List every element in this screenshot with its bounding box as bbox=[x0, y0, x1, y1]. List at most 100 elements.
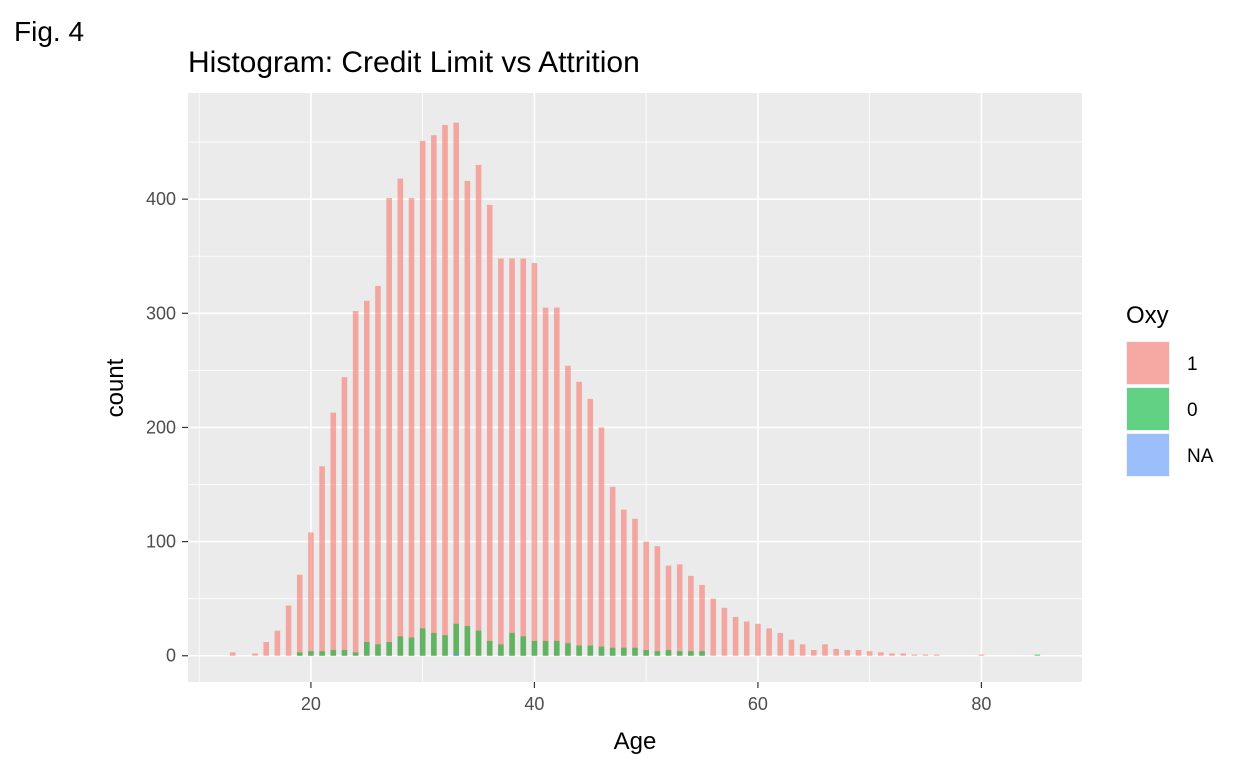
y-tick-label: 200 bbox=[146, 417, 176, 437]
bar-series-1 bbox=[531, 263, 538, 656]
y-axis-tick-labels: 0 100 200 300 400 bbox=[146, 189, 176, 666]
bar-series-0 bbox=[643, 650, 649, 656]
legend-key-swatch bbox=[1127, 342, 1169, 384]
bar-series-1 bbox=[665, 565, 672, 656]
bar-series-1 bbox=[811, 650, 817, 656]
legend-title: Oxy bbox=[1126, 302, 1169, 329]
x-axis-tick-labels: 20 40 60 80 bbox=[301, 694, 992, 714]
bar-series-1 bbox=[755, 623, 761, 656]
bar-series-1 bbox=[900, 653, 906, 656]
bar-series-0 bbox=[498, 644, 504, 656]
bar-series-0 bbox=[665, 650, 672, 656]
bar-series-1 bbox=[788, 639, 795, 656]
bar-series-0 bbox=[431, 632, 437, 656]
legend-label: 1 bbox=[1187, 354, 1198, 375]
bar-series-0 bbox=[520, 636, 527, 656]
minor-gridlines bbox=[188, 93, 1082, 682]
bar-series-0 bbox=[553, 640, 560, 656]
bar-series-1 bbox=[889, 653, 895, 656]
bar-series-0 bbox=[352, 652, 359, 656]
bar-series-1 bbox=[766, 628, 772, 656]
bar-series-1 bbox=[375, 285, 381, 656]
bar-series-0 bbox=[509, 632, 515, 656]
x-tick-label: 80 bbox=[971, 694, 991, 714]
bar-series-1 bbox=[263, 642, 270, 656]
bar-series-0 bbox=[308, 651, 314, 656]
bar-series-0 bbox=[654, 651, 661, 656]
bar-series-0 bbox=[621, 647, 627, 656]
bar-series-1 bbox=[498, 258, 504, 656]
bar-series-1 bbox=[364, 300, 370, 656]
bar-series-1 bbox=[442, 124, 448, 656]
legend-key-swatch bbox=[1127, 388, 1169, 430]
bar-series-1 bbox=[822, 644, 828, 656]
bar-series-1 bbox=[710, 598, 717, 656]
bar-series-1 bbox=[878, 652, 884, 656]
bar-series-NA bbox=[453, 653, 459, 656]
legend-key-swatch bbox=[1127, 434, 1169, 476]
bar-series-0 bbox=[587, 645, 594, 656]
bar-series-0 bbox=[408, 637, 415, 656]
bar-series-1 bbox=[978, 654, 985, 656]
bar-series-1 bbox=[285, 605, 292, 656]
bar-series-1 bbox=[565, 365, 571, 656]
bar-series-1 bbox=[654, 546, 661, 656]
bar-series-1 bbox=[252, 653, 258, 656]
bar-series-1 bbox=[509, 258, 515, 656]
bar-series-0 bbox=[1034, 654, 1041, 656]
bar-series-1 bbox=[743, 621, 750, 656]
bar-series-1 bbox=[855, 650, 862, 656]
bar-series-0 bbox=[375, 644, 381, 656]
bar-series-1 bbox=[486, 204, 493, 656]
bar-series-1 bbox=[319, 466, 325, 656]
bar-series-1 bbox=[464, 180, 471, 656]
bar-series-1 bbox=[542, 307, 549, 656]
bar-series-0 bbox=[531, 640, 538, 656]
bar-series-1 bbox=[922, 654, 929, 656]
bar-series-1 bbox=[699, 584, 705, 656]
bar-series-1 bbox=[341, 377, 348, 656]
bar-series-1 bbox=[777, 632, 784, 656]
bar-series-1 bbox=[386, 198, 392, 656]
bar-series-0 bbox=[475, 630, 482, 656]
x-tick-label: 20 bbox=[301, 694, 321, 714]
bar-series-0 bbox=[397, 636, 404, 656]
bar-series-1 bbox=[632, 518, 638, 656]
bar-series-0 bbox=[576, 645, 582, 656]
bar-series-1 bbox=[911, 654, 918, 656]
figure-label: Fig. 4 bbox=[14, 16, 85, 47]
bar-series-1 bbox=[844, 650, 851, 656]
bar-series-0 bbox=[453, 623, 459, 656]
bar-series-1 bbox=[721, 607, 728, 656]
bar-series-0 bbox=[565, 643, 571, 656]
bar-series-0 bbox=[598, 646, 605, 656]
bar-series-1 bbox=[397, 178, 404, 656]
bar-series-1 bbox=[308, 532, 314, 656]
bar-series-1 bbox=[419, 140, 426, 656]
bar-series-0 bbox=[542, 640, 549, 656]
legend-label: NA bbox=[1187, 446, 1214, 467]
bar-series-1 bbox=[621, 509, 627, 656]
x-tick-label: 60 bbox=[748, 694, 768, 714]
bar-series-1 bbox=[553, 307, 560, 656]
bar-series-1 bbox=[274, 630, 281, 656]
bar-series-1 bbox=[576, 381, 582, 656]
bar-series-1 bbox=[296, 574, 303, 656]
bar-series-0 bbox=[486, 640, 493, 656]
legend-label: 0 bbox=[1187, 400, 1198, 421]
legend: Oxy 1 0 NA bbox=[1126, 302, 1214, 477]
bar-series-0 bbox=[330, 650, 337, 656]
bar-series-1 bbox=[866, 651, 873, 656]
bar-series-0 bbox=[676, 651, 683, 656]
bar-series-1 bbox=[688, 575, 694, 656]
bar-series-1 bbox=[643, 541, 649, 656]
bar-series-1 bbox=[408, 198, 415, 656]
bar-series-0 bbox=[296, 652, 303, 656]
bar-series-0 bbox=[632, 647, 638, 656]
bar-series-1 bbox=[330, 412, 337, 656]
y-tick-label: 300 bbox=[146, 303, 176, 323]
y-tick-label: 0 bbox=[166, 646, 176, 666]
bar-series-1 bbox=[431, 135, 437, 656]
bar-series-1 bbox=[833, 648, 839, 656]
